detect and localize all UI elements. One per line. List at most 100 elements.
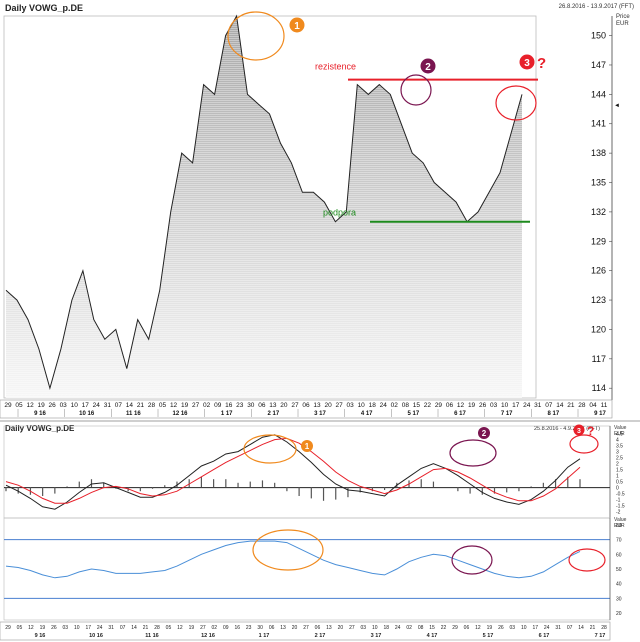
indicator-x-day-label: 20 — [338, 625, 344, 631]
indicator-x-day-label: 12 — [475, 625, 481, 631]
x-day-label: 27 — [335, 402, 343, 409]
indicator-x-day-label: 24 — [97, 625, 103, 631]
rsi-axis-header-currency: EUR — [614, 523, 625, 529]
indicator-x-day-label: 12 — [177, 625, 183, 631]
indicator-x-day-label: 02 — [212, 625, 218, 631]
price-line — [5, 14, 523, 391]
x-day-label: 12 — [26, 402, 34, 409]
indicator-x-day-label: 29 — [5, 625, 11, 631]
indicator-x-day-label: 24 — [395, 625, 401, 631]
support-label: podpora — [323, 208, 356, 218]
x-month-label: 2 17 — [267, 411, 279, 417]
price-tick-label: 135 — [591, 178, 606, 188]
x-day-label: 10 — [358, 402, 366, 409]
indicator-title: Daily VOWG_p.DE — [5, 424, 75, 433]
x-day-label: 13 — [269, 402, 277, 409]
indicator-x-month-label: 9 16 — [35, 633, 46, 639]
axis-header-price: Price — [616, 14, 630, 20]
rsi-tick-label: 60 — [616, 552, 622, 558]
x-day-label: 31 — [104, 402, 112, 409]
marker-2-circle — [400, 74, 432, 106]
x-day-label: 17 — [82, 402, 90, 409]
indicator-x-day-label: 08 — [418, 625, 424, 631]
x-day-label: 31 — [534, 402, 542, 409]
chart-title: Daily VOWG_p.DE — [5, 3, 84, 13]
indicator-x-day-label: 26 — [51, 625, 57, 631]
indicator-marker-2-number: 2 — [482, 429, 487, 438]
indicator-x-day-label: 28 — [154, 625, 160, 631]
macd-tick-label: 0.5 — [616, 480, 623, 486]
x-day-label: 19 — [37, 402, 45, 409]
indicator-x-month-label: 11 16 — [145, 633, 158, 639]
x-day-label: 24 — [380, 402, 388, 409]
indicator-marker-3-number: 3 — [577, 428, 581, 435]
x-day-label: 02 — [391, 402, 399, 409]
x-day-label: 09 — [214, 402, 222, 409]
price-tick-label: 114 — [592, 383, 606, 393]
indicator-x-day-label: 13 — [280, 625, 286, 631]
indicator-x-day-label: 31 — [108, 625, 114, 631]
x-month-label: 9 16 — [34, 411, 46, 417]
x-day-label: 14 — [126, 402, 134, 409]
indicator-x-month-label: 1 17 — [259, 633, 270, 639]
main-price-chart-panel: Daily VOWG_p.DE 26.8.2016 - 13.9.2017 (F… — [0, 3, 634, 419]
indicator-x-month-label: 5 17 — [483, 633, 494, 639]
indicator-x-day-label: 19 — [189, 625, 195, 631]
indicator-marker-1-number: 1 — [305, 442, 310, 451]
indicator-x-day-label: 15 — [429, 625, 435, 631]
price-tick-label: 150 — [591, 31, 606, 41]
marker-1-badge — [289, 17, 305, 33]
indicator-x-month-label: 12 16 — [201, 633, 215, 639]
x-day-label: 21 — [137, 402, 145, 409]
indicator-panel: Daily VOWG_p.DE 25.8.2016 - 4.9.2017 (FF… — [0, 420, 640, 642]
x-day-label: 24 — [523, 402, 531, 409]
x-month-label: 6 17 — [454, 411, 466, 417]
marker-3-badge — [519, 54, 535, 70]
rsi-tick-label: 80 — [616, 523, 622, 529]
x-day-label: 02 — [203, 402, 211, 409]
indicator-x-day-label: 27 — [349, 625, 355, 631]
x-day-label: 29 — [4, 402, 12, 409]
x-day-label: 11 — [601, 402, 608, 409]
x-day-label: 05 — [15, 402, 23, 409]
x-month-label: 12 16 — [172, 411, 188, 417]
indicator-question-mark: ? — [587, 424, 594, 438]
x-day-label: 18 — [369, 402, 377, 409]
marker-3-circle — [495, 85, 537, 121]
macd-tick-label: -2 — [616, 510, 621, 516]
indicator-marker-1-rsi-circle — [252, 529, 324, 571]
x-month-label: 11 16 — [126, 411, 141, 417]
price-area-hatch — [6, 16, 522, 398]
marker-1-number: 1 — [294, 21, 300, 32]
axis-header-currency: EUR — [616, 21, 629, 27]
price-tick-label: 126 — [591, 266, 606, 276]
x-month-label: 3 17 — [314, 411, 326, 417]
rsi-tick-label: 50 — [616, 567, 622, 573]
price-tick-label: 129 — [591, 236, 606, 246]
indicator-marker-2-rsi-circle — [451, 545, 493, 575]
x-day-label: 06 — [258, 402, 266, 409]
x-day-label: 26 — [479, 402, 487, 409]
indicator-x-day-label: 02 — [406, 625, 412, 631]
x-day-label: 07 — [115, 402, 123, 409]
macd-tick-label: 4.5 — [616, 432, 623, 438]
x-day-label: 17 — [512, 402, 520, 409]
price-tick-label: 138 — [591, 148, 606, 158]
x-day-label: 23 — [236, 402, 244, 409]
indicator-x-day-label: 28 — [601, 625, 607, 631]
x-day-label: 04 — [589, 402, 597, 409]
rsi-tick-label: 70 — [616, 538, 622, 544]
marker-3-number: 3 — [524, 58, 530, 69]
x-day-label: 06 — [446, 402, 454, 409]
indicator-x-day-label: 21 — [590, 625, 596, 631]
x-day-label: 27 — [192, 402, 200, 409]
macd-tick-label: 2.5 — [616, 456, 623, 462]
indicator-x-day-label: 18 — [383, 625, 389, 631]
rsi-tick-label: 40 — [616, 582, 622, 588]
indicator-x-day-label: 19 — [40, 625, 46, 631]
macd-signal-line — [5, 437, 581, 504]
x-month-label: 7 17 — [501, 411, 513, 417]
price-tick-label: 117 — [592, 354, 606, 364]
indicator-x-day-label: 27 — [303, 625, 309, 631]
x-month-label: 9 17 — [594, 411, 606, 417]
